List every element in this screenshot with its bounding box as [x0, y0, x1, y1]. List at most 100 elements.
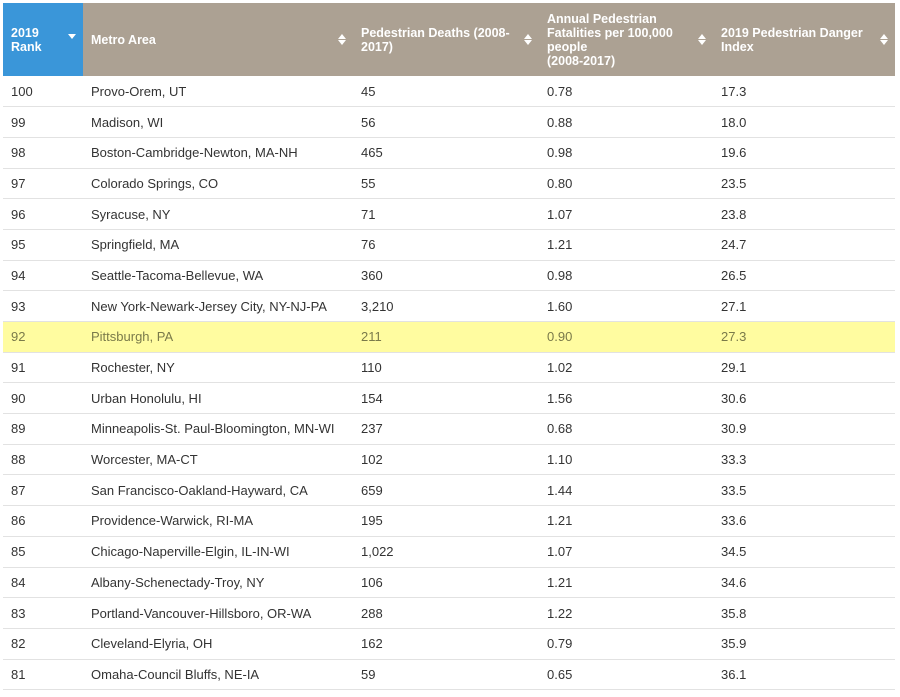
- cell-metro-area: Provo-Orem, UT: [83, 76, 353, 108]
- cell-annual-fatalities: 1.44: [539, 474, 713, 507]
- table-header: 2019 Rank Metro Area Pedestrian Deaths (…: [3, 3, 895, 76]
- cell-rank: 93: [3, 290, 83, 322]
- cell-danger-index: 35.9: [713, 628, 895, 660]
- column-header-metro-area[interactable]: Metro Area: [83, 3, 353, 76]
- column-header-label: Metro Area: [91, 32, 156, 47]
- cell-pedestrian-deaths: 659: [353, 474, 539, 507]
- cell-annual-fatalities: 1.02: [539, 352, 713, 384]
- sort-icon[interactable]: [879, 33, 889, 47]
- cell-rank: 84: [3, 567, 83, 599]
- table-row: 84 Albany-Schenectady-Troy, NY 106 1.21 34.6: [3, 567, 895, 599]
- table-row: 90 Urban Honolulu, HI 154 1.56 30.6: [3, 382, 895, 415]
- cell-danger-index: 29.1: [713, 352, 895, 384]
- cell-rank: 81: [3, 659, 83, 691]
- cell-danger-index: 34.6: [713, 567, 895, 599]
- cell-pedestrian-deaths: 195: [353, 505, 539, 537]
- cell-metro-area: Albany-Schenectady-Troy, NY: [83, 567, 353, 599]
- cell-metro-area: Boston-Cambridge-Newton, MA-NH: [83, 137, 353, 169]
- cell-rank: 98: [3, 137, 83, 169]
- cell-metro-area: Portland-Vancouver-Hillsboro, OR-WA: [83, 597, 353, 629]
- cell-metro-area: Worcester, MA-CT: [83, 444, 353, 476]
- cell-danger-index: 33.6: [713, 505, 895, 537]
- cell-danger-index: 27.3: [713, 321, 895, 353]
- table-row: 82 Cleveland-Elyria, OH 162 0.79 35.9: [3, 628, 895, 660]
- cell-rank: 85: [3, 536, 83, 568]
- cell-pedestrian-deaths: 360: [353, 260, 539, 292]
- cell-danger-index: 34.5: [713, 536, 895, 568]
- table-row: 87 San Francisco-Oakland-Hayward, CA 659 1.…: [3, 474, 895, 507]
- cell-danger-index: 24.7: [713, 229, 895, 261]
- cell-metro-area: Pittsburgh, PA: [83, 321, 353, 353]
- column-header-danger-index[interactable]: 2019 Pedestrian Danger Index: [713, 3, 895, 76]
- table-row: 94 Seattle-Tacoma-Bellevue, WA 360 0.98 26.5: [3, 260, 895, 292]
- cell-annual-fatalities: 1.21: [539, 229, 713, 261]
- cell-danger-index: 17.3: [713, 76, 895, 108]
- cell-pedestrian-deaths: 162: [353, 628, 539, 660]
- cell-metro-area: New York-Newark-Jersey City, NY-NJ-PA: [83, 290, 353, 322]
- sort-icon[interactable]: [337, 33, 347, 47]
- cell-metro-area: Omaha-Council Bluffs, NE-IA: [83, 659, 353, 691]
- cell-rank: 96: [3, 198, 83, 230]
- table-row: 86 Providence-Warwick, RI-MA 195 1.21 33.6: [3, 505, 895, 537]
- cell-metro-area: Springfield, MA: [83, 229, 353, 261]
- cell-rank: 83: [3, 597, 83, 629]
- column-header-annual-fatalities[interactable]: Annual Pedestrian Fatalities per 100,000…: [539, 3, 713, 76]
- cell-metro-area: Urban Honolulu, HI: [83, 382, 353, 415]
- cell-rank: 94: [3, 260, 83, 292]
- cell-metro-area: Colorado Springs, CO: [83, 168, 353, 200]
- cell-annual-fatalities: 1.21: [539, 567, 713, 599]
- cell-rank: 92: [3, 321, 83, 353]
- cell-rank: 88: [3, 444, 83, 476]
- table-row: 92 Pittsburgh, PA 211 0.90 27.3: [3, 321, 895, 353]
- cell-pedestrian-deaths: 154: [353, 382, 539, 415]
- header-row: 2019 Rank Metro Area Pedestrian Deaths (…: [3, 3, 895, 76]
- cell-annual-fatalities: 1.21: [539, 505, 713, 537]
- cell-pedestrian-deaths: 76: [353, 229, 539, 261]
- cell-annual-fatalities: 0.88: [539, 106, 713, 138]
- cell-rank: 89: [3, 413, 83, 445]
- table-row: 85 Chicago-Naperville-Elgin, IL-IN-WI 1,02…: [3, 536, 895, 568]
- cell-danger-index: 19.6: [713, 137, 895, 169]
- cell-rank: 99: [3, 106, 83, 138]
- cell-metro-area: San Francisco-Oakland-Hayward, CA: [83, 474, 353, 507]
- cell-annual-fatalities: 0.79: [539, 628, 713, 660]
- table-row: 88 Worcester, MA-CT 102 1.10 33.3: [3, 444, 895, 476]
- table-row: 98 Boston-Cambridge-Newton, MA-NH 465 0.98 1…: [3, 137, 895, 169]
- cell-pedestrian-deaths: 102: [353, 444, 539, 476]
- cell-pedestrian-deaths: 45: [353, 76, 539, 108]
- table-row: 97 Colorado Springs, CO 55 0.80 23.5: [3, 168, 895, 200]
- cell-annual-fatalities: 0.68: [539, 413, 713, 445]
- sort-icon[interactable]: [523, 33, 533, 47]
- sort-desc-icon[interactable]: [67, 33, 77, 47]
- cell-rank: 91: [3, 352, 83, 384]
- cell-annual-fatalities: 1.60: [539, 290, 713, 322]
- column-header-label: 2019 Rank: [11, 25, 42, 54]
- cell-metro-area: Providence-Warwick, RI-MA: [83, 505, 353, 537]
- table-row: 83 Portland-Vancouver-Hillsboro, OR-WA 288…: [3, 597, 895, 629]
- column-header-label: Pedestrian Deaths (2008-2017): [361, 25, 510, 54]
- cell-pedestrian-deaths: 3,210: [353, 290, 539, 322]
- cell-danger-index: 23.8: [713, 198, 895, 230]
- cell-pedestrian-deaths: 237: [353, 413, 539, 445]
- table-row: 96 Syracuse, NY 71 1.07 23.8: [3, 198, 895, 230]
- cell-annual-fatalities: 0.98: [539, 260, 713, 292]
- table-row: 91 Rochester, NY 110 1.02 29.1: [3, 352, 895, 384]
- sort-icon[interactable]: [697, 33, 707, 47]
- table-row: 81 Omaha-Council Bluffs, NE-IA 59 0.65 36.1: [3, 659, 895, 691]
- cell-danger-index: 23.5: [713, 168, 895, 200]
- table-body: 100 Provo-Orem, UT 45 0.78 17.3 99 Madison, WI…: [3, 76, 895, 691]
- cell-pedestrian-deaths: 110: [353, 352, 539, 384]
- cell-metro-area: Rochester, NY: [83, 352, 353, 384]
- cell-rank: 82: [3, 628, 83, 660]
- table-row: 100 Provo-Orem, UT 45 0.78 17.3: [3, 76, 895, 108]
- cell-pedestrian-deaths: 288: [353, 597, 539, 629]
- cell-danger-index: 27.1: [713, 290, 895, 322]
- cell-rank: 90: [3, 382, 83, 415]
- cell-annual-fatalities: 1.07: [539, 536, 713, 568]
- cell-annual-fatalities: 1.22: [539, 597, 713, 629]
- column-header-pedestrian-deaths[interactable]: Pedestrian Deaths (2008-2017): [353, 3, 539, 76]
- cell-pedestrian-deaths: 211: [353, 321, 539, 353]
- cell-pedestrian-deaths: 106: [353, 567, 539, 599]
- cell-annual-fatalities: 1.10: [539, 444, 713, 476]
- column-header-rank[interactable]: 2019 Rank: [3, 3, 83, 76]
